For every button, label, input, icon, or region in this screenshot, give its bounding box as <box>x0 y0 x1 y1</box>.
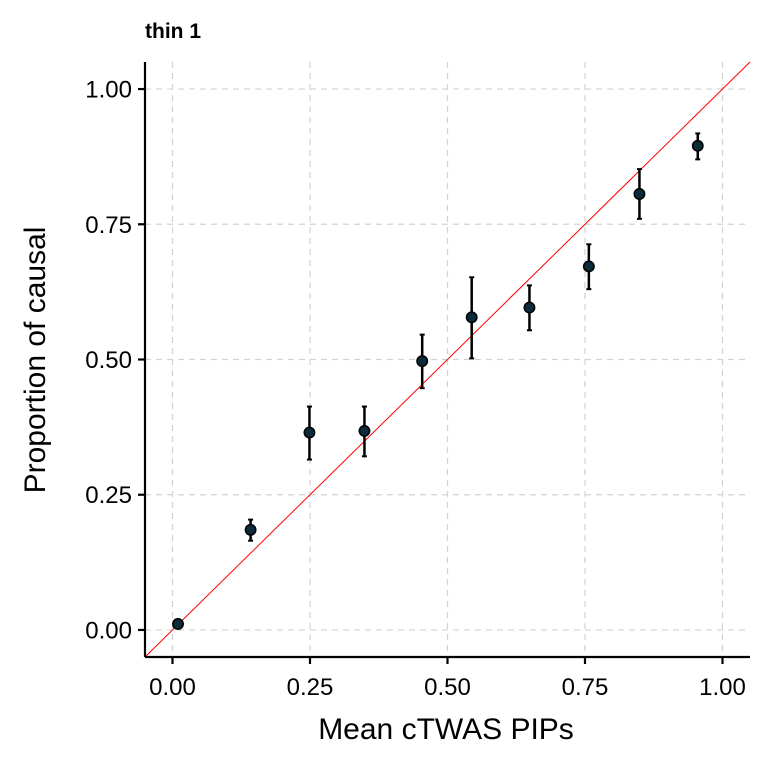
x-tick-label: 0.25 <box>287 674 334 701</box>
data-point <box>465 311 478 324</box>
data-points <box>172 139 704 630</box>
data-point <box>582 260 595 273</box>
data-point <box>416 355 429 368</box>
grid <box>145 62 750 657</box>
chart-title: thin 1 <box>145 20 201 43</box>
x-axis-title: Mean cTWAS PIPs <box>318 713 574 746</box>
error-bars <box>248 132 701 542</box>
data-point <box>633 188 646 200</box>
x-tick-label: 0.75 <box>562 674 609 701</box>
data-point <box>691 139 704 152</box>
y-axis-ticks: 0.00 0.25 0.50 0.75 1.00 <box>85 77 145 644</box>
y-tick-label: 0.00 <box>85 617 132 644</box>
data-point <box>303 426 316 439</box>
y-tick-label: 1.00 <box>85 77 132 104</box>
x-tick-label: 0.50 <box>424 674 471 701</box>
x-tick-label: 0.00 <box>149 674 196 701</box>
data-point <box>172 618 184 630</box>
y-tick-label: 0.75 <box>85 212 132 239</box>
data-point <box>244 523 257 536</box>
x-axis-ticks: 0.00 0.25 0.50 0.75 1.00 <box>149 657 746 701</box>
data-point <box>358 424 371 437</box>
reference-line <box>144 61 751 658</box>
x-tick-label: 1.00 <box>699 674 746 701</box>
y-tick-label: 0.25 <box>85 482 132 509</box>
y-tick-label: 0.50 <box>85 347 132 374</box>
y-axis-title: Proportion of causal <box>19 227 52 494</box>
data-point <box>523 301 536 314</box>
